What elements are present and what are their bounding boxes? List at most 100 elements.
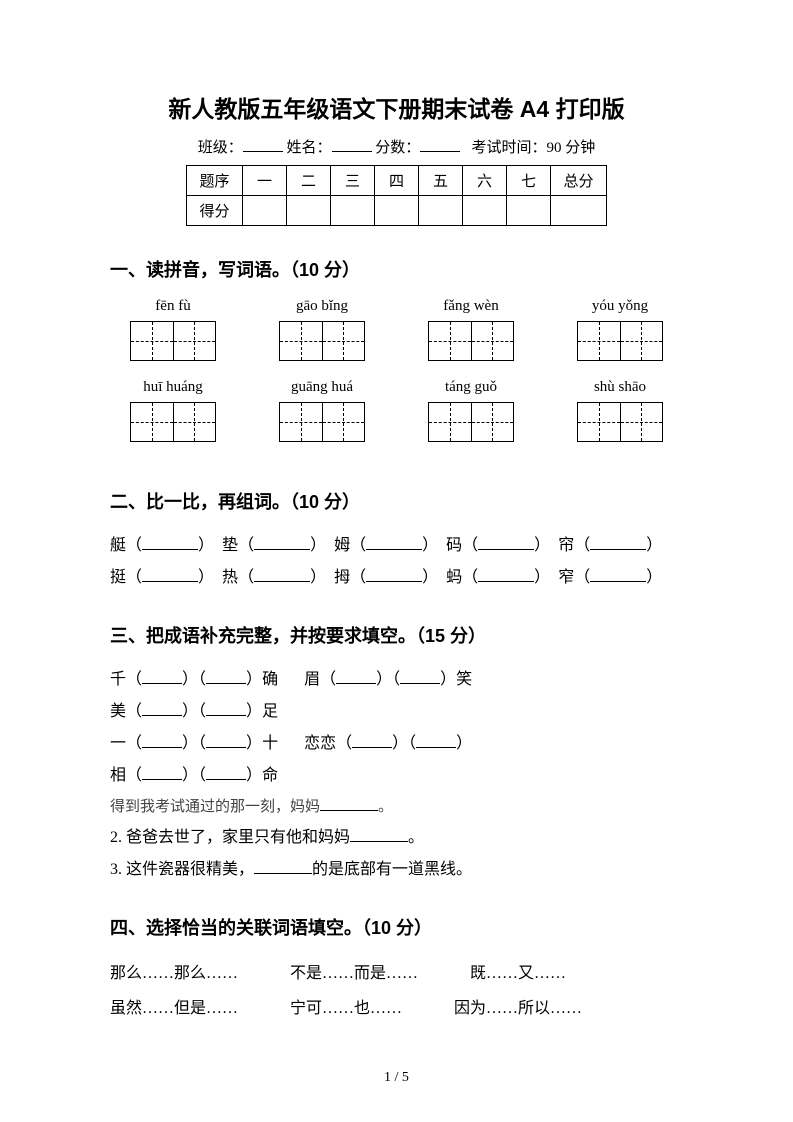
q3-sentence-2: 2. 爸爸去世了，家里只有他和妈妈。	[110, 822, 683, 854]
q3-sentence-1: 得到我考试通过的那一刻，妈妈。	[110, 792, 683, 822]
q2-item: 垫（）	[222, 530, 326, 562]
th-col: 五	[419, 166, 463, 196]
section-4-heading: 四、选择恰当的关联词语填空。（10 分）	[110, 914, 683, 940]
table-row: 题序 一 二 三 四 五 六 七 总分	[187, 166, 607, 196]
fill-blank[interactable]	[206, 700, 246, 716]
fill-blank[interactable]	[352, 732, 392, 748]
meta-row: 班级： 姓名： 分数： 考试时间：90 分钟	[110, 136, 683, 157]
conj-option: 因为……所以……	[454, 991, 582, 1026]
fill-blank[interactable]	[206, 668, 246, 684]
conj-option: 宁可……也……	[290, 991, 402, 1026]
section-2-heading: 二、比一比，再组词。（10 分）	[110, 488, 683, 514]
q2-row-1: 艇（） 垫（） 姆（） 码（） 帘（）	[110, 530, 683, 562]
idiom-item: 千（）（）确	[110, 671, 278, 688]
pinyin-item: fǎng wèn	[416, 298, 526, 379]
score-cell[interactable]	[331, 196, 375, 226]
conj-option: 既……又……	[470, 956, 566, 991]
name-label: 姓名：	[286, 140, 331, 156]
pinyin-row-2: huī huáng guāng huá táng guǒ shù shāo	[110, 379, 683, 460]
q3-row-2: 一（）（）十 恋恋（）（） 相（）（）命	[110, 728, 683, 792]
fill-blank[interactable]	[478, 534, 534, 550]
fill-blank[interactable]	[590, 566, 646, 582]
tianzi-box[interactable]	[279, 402, 365, 442]
fill-blank[interactable]	[366, 566, 422, 582]
fill-blank[interactable]	[142, 764, 182, 780]
q2-item: 帘（）	[558, 530, 662, 562]
page-footer: 1 / 5	[0, 1070, 793, 1086]
fill-blank[interactable]	[590, 534, 646, 550]
fill-blank[interactable]	[142, 700, 182, 716]
idiom-item: 恋恋（）（）	[304, 735, 472, 752]
th-col: 二	[287, 166, 331, 196]
q2-item: 姆（）	[334, 530, 438, 562]
fill-blank[interactable]	[416, 732, 456, 748]
fill-blank[interactable]	[320, 796, 378, 811]
q2-item: 窄（）	[558, 562, 662, 594]
pinyin-label: yóu yǒng	[565, 298, 675, 315]
idiom-item: 美（）（）足	[110, 703, 278, 720]
pinyin-item: táng guǒ	[416, 379, 526, 460]
idiom-item: 一（）（）十	[110, 735, 278, 752]
section-3-heading: 三、把成语补充完整，并按要求填空。（15 分）	[110, 622, 683, 648]
q4-row-1: 那么……那么…… 不是……而是…… 既……又……	[110, 956, 683, 991]
th-label: 得分	[187, 196, 243, 226]
th-col: 七	[507, 166, 551, 196]
tianzi-box[interactable]	[279, 321, 365, 361]
q2-item: 蚂（）	[446, 562, 550, 594]
fill-blank[interactable]	[254, 858, 312, 874]
q2-item: 挺（）	[110, 562, 214, 594]
tianzi-box[interactable]	[428, 402, 514, 442]
th-label: 题序	[187, 166, 243, 196]
q2-item: 艇（）	[110, 530, 214, 562]
th-total: 总分	[551, 166, 607, 196]
tianzi-box[interactable]	[130, 402, 216, 442]
q3-sentence-3: 3. 这件瓷器很精美，的是底部有一道黑线。	[110, 854, 683, 886]
score-cell[interactable]	[463, 196, 507, 226]
tianzi-box[interactable]	[577, 321, 663, 361]
th-col: 一	[243, 166, 287, 196]
conj-option: 虽然……但是……	[110, 991, 238, 1026]
fill-blank[interactable]	[336, 668, 376, 684]
q2-item: 拇（）	[334, 562, 438, 594]
fill-blank[interactable]	[254, 566, 310, 582]
fill-blank[interactable]	[350, 826, 408, 842]
score-cell[interactable]	[507, 196, 551, 226]
score-cell[interactable]	[375, 196, 419, 226]
q2-item: 热（）	[222, 562, 326, 594]
class-label: 班级：	[198, 140, 243, 156]
score-cell[interactable]	[419, 196, 463, 226]
fill-blank[interactable]	[400, 668, 440, 684]
fill-blank[interactable]	[206, 732, 246, 748]
pinyin-label: fǎng wèn	[416, 298, 526, 315]
q2-row-2: 挺（） 热（） 拇（） 蚂（） 窄（）	[110, 562, 683, 594]
th-col: 四	[375, 166, 419, 196]
name-blank[interactable]	[332, 137, 372, 152]
q3-row-1: 千（）（）确 眉（）（）笑 美（）（）足	[110, 664, 683, 728]
fill-blank[interactable]	[142, 566, 198, 582]
pinyin-row-1: fēn fù gāo bǐng fǎng wèn yóu yǒng	[110, 298, 683, 379]
idiom-item: 眉（）（）笑	[304, 671, 472, 688]
table-row: 得分	[187, 196, 607, 226]
score-cell[interactable]	[243, 196, 287, 226]
fill-blank[interactable]	[366, 534, 422, 550]
fill-blank[interactable]	[142, 534, 198, 550]
pinyin-label: táng guǒ	[416, 379, 526, 396]
fill-blank[interactable]	[478, 566, 534, 582]
pinyin-item: huī huáng	[118, 379, 228, 460]
pinyin-label: gāo bǐng	[267, 298, 377, 315]
fill-blank[interactable]	[254, 534, 310, 550]
score-cell[interactable]	[551, 196, 607, 226]
score-cell[interactable]	[287, 196, 331, 226]
fill-blank[interactable]	[142, 732, 182, 748]
time-label: 考试时间：90 分钟	[472, 140, 596, 156]
fill-blank[interactable]	[142, 668, 182, 684]
tianzi-box[interactable]	[577, 402, 663, 442]
fill-blank[interactable]	[206, 764, 246, 780]
tianzi-box[interactable]	[130, 321, 216, 361]
pinyin-item: fēn fù	[118, 298, 228, 379]
class-blank[interactable]	[243, 137, 283, 152]
pinyin-label: fēn fù	[118, 298, 228, 315]
tianzi-box[interactable]	[428, 321, 514, 361]
pinyin-label: shù shāo	[565, 379, 675, 396]
score-blank[interactable]	[420, 137, 460, 152]
